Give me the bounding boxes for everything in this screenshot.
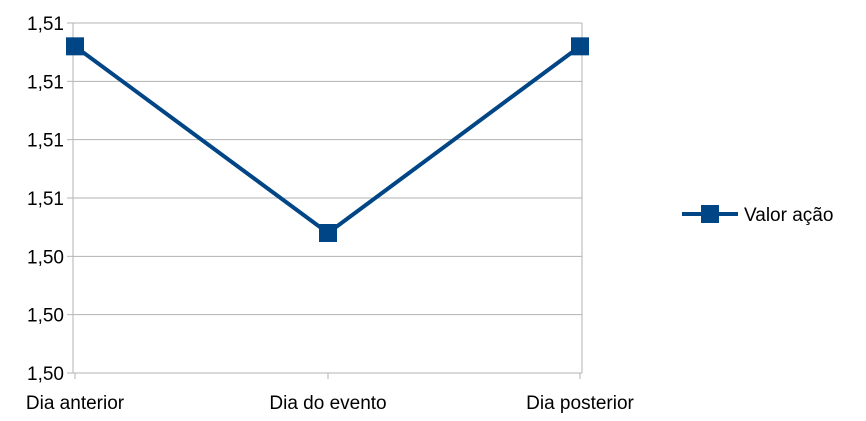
data-point-marker	[571, 37, 589, 56]
grid-lines	[73, 22, 582, 374]
axes	[67, 22, 583, 379]
x-tick-label: Dia do evento	[269, 393, 386, 414]
legend-label: Valor ação	[744, 205, 833, 226]
y-tick-label: 1,50	[27, 247, 64, 268]
x-tick-label: Dia posterior	[526, 393, 634, 414]
y-tick-label: 1,50	[27, 306, 64, 327]
x-tick-label: Dia anterior	[26, 393, 125, 414]
series-layer	[66, 37, 589, 242]
data-point-marker	[66, 37, 84, 56]
x-tick-labels: Dia anterior Dia do evento Dia posterior	[26, 393, 635, 414]
y-tick-label: 1,51	[27, 131, 64, 152]
data-point-marker	[319, 224, 337, 242]
y-tick-labels: 1,50 1,50 1,50 1,51 1,51 1,51 1,51	[27, 14, 64, 385]
y-tick-label: 1,50	[27, 364, 64, 385]
y-tick-label: 1,51	[27, 189, 64, 210]
y-tick-label: 1,51	[27, 14, 64, 35]
legend-marker-swatch	[701, 205, 719, 223]
y-tick-label: 1,51	[27, 72, 64, 93]
legend: Valor ação	[682, 205, 833, 226]
